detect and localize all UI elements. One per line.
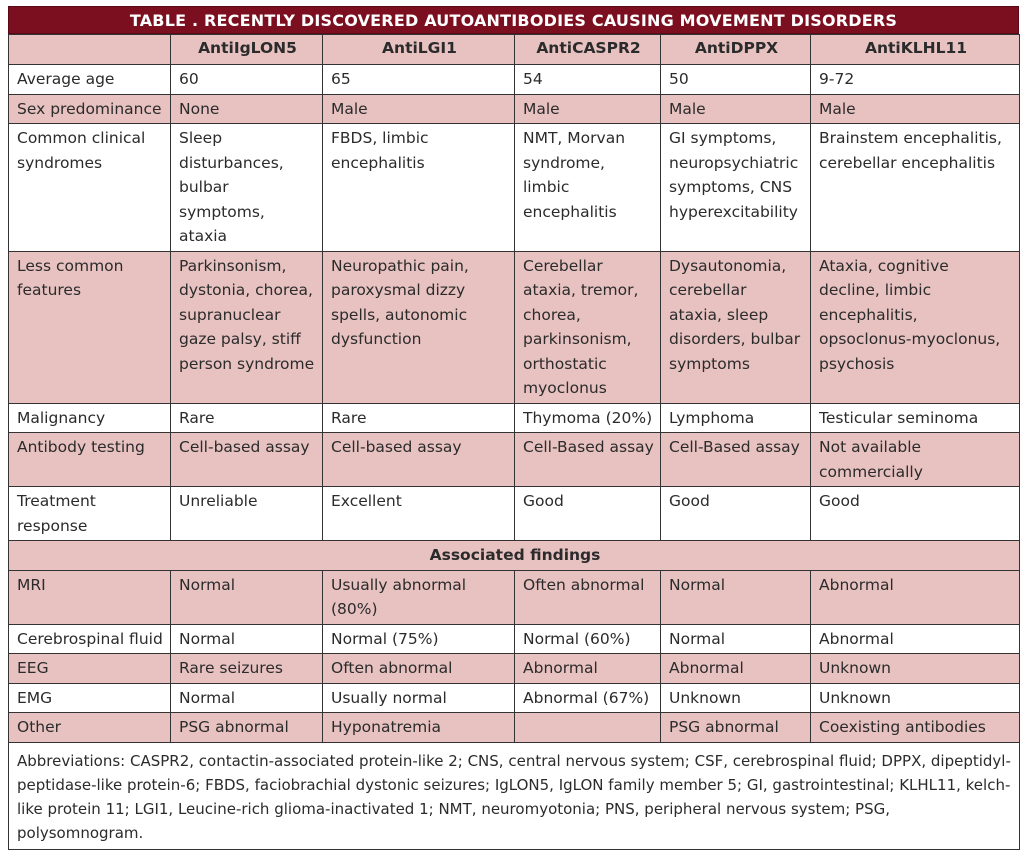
- table-row-cerebrospinal-fluid: Cerebrospinal fluid Normal Normal (75%) …: [8, 623, 1020, 654]
- table-title: TABLE . RECENTLY DISCOVERED AUTOANTIBODI…: [8, 6, 1019, 34]
- table-cell: Normal: [170, 682, 323, 713]
- table-cell: None: [170, 93, 323, 124]
- table-cell: Unreliable: [170, 486, 323, 541]
- footnote-row: Abbreviations: CASPR2, contactin-associa…: [8, 741, 1020, 850]
- table-cell: Male: [810, 93, 1020, 124]
- table-row-average-age: Average age 60 65 54 50 9-72: [8, 64, 1020, 95]
- table-cell: Often abnormal: [514, 569, 661, 625]
- row-label: Other: [8, 712, 171, 743]
- table-cell: FBDS, limbic encephalitis: [322, 123, 515, 252]
- table-cell: Normal (75%): [322, 623, 515, 654]
- row-label: Average age: [8, 64, 171, 95]
- table-row-treatment-response: Treatment response Unreliable Excellent …: [8, 486, 1020, 541]
- table-cell: Abnormal: [514, 653, 661, 684]
- row-label: EEG: [8, 653, 171, 684]
- table-cell: Coexisting antibodies: [810, 712, 1020, 743]
- header-cell-antiklhl11: AntiKLHL11: [810, 34, 1020, 65]
- table-cell: Male: [514, 93, 661, 124]
- table-cell: Rare seizures: [170, 653, 323, 684]
- section-header-row: Associated findings: [8, 540, 1020, 571]
- table-cell: Hyponatremia: [322, 712, 515, 743]
- table-cell: Male: [660, 93, 811, 124]
- header-cell-antiiglon5: AntiIgLON5: [170, 34, 323, 65]
- table-cell: Normal: [660, 623, 811, 654]
- table-row-malignancy: Malignancy Rare Rare Thymoma (20%) Lymph…: [8, 402, 1020, 433]
- table-cell: Normal: [170, 623, 323, 654]
- table-row-sex-predominance: Sex predominance None Male Male Male Mal…: [8, 93, 1020, 124]
- row-label: Common clinical syndromes: [8, 123, 171, 252]
- table-cell: Abnormal: [810, 623, 1020, 654]
- section-title: Associated findings: [8, 540, 1020, 571]
- table-cell: Unknown: [810, 682, 1020, 713]
- table-cell: Unknown: [660, 682, 811, 713]
- table-row-other: Other PSG abnormal Hyponatremia PSG abno…: [8, 712, 1020, 743]
- table-cell: Cell-based assay: [322, 432, 515, 487]
- table-row-mri: MRI Normal Usually abnormal (80%) Often …: [8, 569, 1020, 625]
- table-cell: Unknown: [810, 653, 1020, 684]
- header-cell-antilgi1: AntiLGI1: [322, 34, 515, 65]
- row-label: EMG: [8, 682, 171, 713]
- header-cell-empty: [8, 34, 171, 65]
- table-cell: Ataxia, cognitive decline, limbic enceph…: [810, 250, 1020, 404]
- row-label: Antibody testing: [8, 432, 171, 487]
- table-cell: Not available commercially: [810, 432, 1020, 487]
- table-cell: Sleep disturbances, bulbar symptoms, ata…: [170, 123, 323, 252]
- table-cell: Usually abnormal (80%): [322, 569, 515, 625]
- table-cell: Good: [660, 486, 811, 541]
- table-cell: PSG abnormal: [660, 712, 811, 743]
- table-cell: Usually normal: [322, 682, 515, 713]
- table-cell: Lymphoma: [660, 402, 811, 433]
- table-cell: PSG abnormal: [170, 712, 323, 743]
- table-cell: Cell-Based assay: [514, 432, 661, 487]
- table-cell: Thymoma (20%): [514, 402, 661, 433]
- table-row-eeg: EEG Rare seizures Often abnormal Abnorma…: [8, 653, 1020, 684]
- table-cell: Normal (60%): [514, 623, 661, 654]
- abbreviations-footnote: Abbreviations: CASPR2, contactin-associa…: [8, 741, 1020, 850]
- table-cell: Normal: [660, 569, 811, 625]
- table-cell: [514, 712, 661, 743]
- table-cell: Rare: [322, 402, 515, 433]
- table-cell: Parkinsonism, dystonia, chorea, supranuc…: [170, 250, 323, 404]
- header-cell-anticaspr2: AntiCASPR2: [514, 34, 661, 65]
- table-cell: Abnormal: [810, 569, 1020, 625]
- table-row-emg: EMG Normal Usually normal Abnormal (67%)…: [8, 682, 1020, 713]
- table-cell: 65: [322, 64, 515, 95]
- table-cell: 60: [170, 64, 323, 95]
- table-cell: Testicular seminoma: [810, 402, 1020, 433]
- table-cell: Normal: [170, 569, 323, 625]
- table-row-less-common-features: Less common features Parkinsonism, dysto…: [8, 250, 1020, 404]
- row-label: MRI: [8, 569, 171, 625]
- table-cell: Rare: [170, 402, 323, 433]
- table-cell: GI symptoms, neuropsychiatric symptoms, …: [660, 123, 811, 252]
- table-cell: Abnormal (67%): [514, 682, 661, 713]
- table-cell: Neuropathic pain, paroxysmal dizzy spell…: [322, 250, 515, 404]
- autoantibody-table: AntiIgLON5 AntiLGI1 AntiCASPR2 AntiDPPX …: [8, 34, 1020, 850]
- table-cell: Good: [810, 486, 1020, 541]
- table-cell: Dysautonomia, cerebellar ataxia, sleep d…: [660, 250, 811, 404]
- table-cell: Male: [322, 93, 515, 124]
- table-cell: Good: [514, 486, 661, 541]
- table-cell: 50: [660, 64, 811, 95]
- table-container: TABLE . RECENTLY DISCOVERED AUTOANTIBODI…: [8, 6, 1020, 850]
- table-cell: Cell-based assay: [170, 432, 323, 487]
- header-cell-antidppx: AntiDPPX: [660, 34, 811, 65]
- row-label: Treatment response: [8, 486, 171, 541]
- table-cell: Often abnormal: [322, 653, 515, 684]
- table-row-common-clinical-syndromes: Common clinical syndromes Sleep disturba…: [8, 123, 1020, 252]
- table-row-antibody-testing: Antibody testing Cell-based assay Cell-b…: [8, 432, 1020, 487]
- table-cell: Cell-Based assay: [660, 432, 811, 487]
- table-cell: 9-72: [810, 64, 1020, 95]
- table-cell: Abnormal: [660, 653, 811, 684]
- row-label: Cerebrospinal fluid: [8, 623, 171, 654]
- table-cell: Excellent: [322, 486, 515, 541]
- row-label: Sex predominance: [8, 93, 171, 124]
- header-row: AntiIgLON5 AntiLGI1 AntiCASPR2 AntiDPPX …: [8, 34, 1020, 65]
- row-label: Malignancy: [8, 402, 171, 433]
- row-label: Less common features: [8, 250, 171, 404]
- table-cell: Brainstem encephalitis, cerebellar encep…: [810, 123, 1020, 252]
- table-cell: NMT, Morvan syndrome, limbic encephaliti…: [514, 123, 661, 252]
- table-cell: 54: [514, 64, 661, 95]
- table-cell: Cerebellar ataxia, tremor, chorea, parki…: [514, 250, 661, 404]
